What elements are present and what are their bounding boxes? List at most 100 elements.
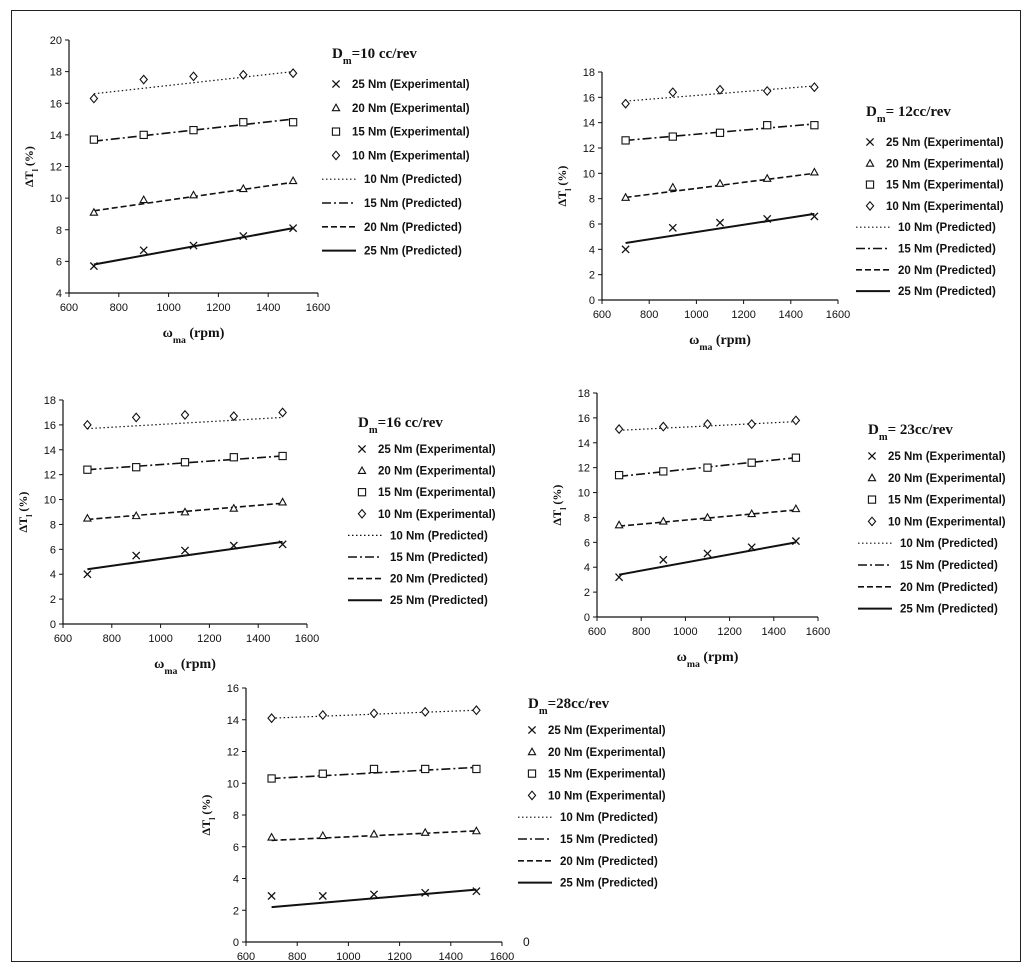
y-axis-label: ΔTl (%) [550, 485, 568, 526]
chart-panel-5: 0 2 4 6 8 10 12 14 16 600 800 1000 1200 1400 1600 ΔTl (… [199, 683, 666, 963]
experimental-point-triangle [267, 832, 277, 841]
legend-marker-x [527, 725, 537, 735]
experimental-point-triangle [809, 167, 819, 176]
experimental-point-x [189, 241, 198, 250]
y-tick-label: 16 [583, 92, 595, 104]
x-tick-label: 1600 [490, 951, 514, 963]
experimental-point-square [703, 463, 712, 472]
y-tick-label: 8 [584, 512, 590, 524]
experimental-point-diamond [278, 407, 287, 418]
experimental-point-diamond [318, 709, 328, 721]
experimental-point-square [659, 467, 668, 476]
experimental-point-x [715, 218, 725, 227]
x-tick-label: 600 [237, 951, 255, 963]
experimental-point-square [369, 764, 379, 774]
x-tick-label: 1600 [806, 626, 830, 638]
y-tick-label: 8 [233, 810, 239, 822]
x-tick-label: 800 [103, 633, 121, 645]
y-tick-label: 14 [227, 715, 239, 727]
x-tick-label: 1000 [148, 633, 172, 645]
y-tick-label: 6 [584, 537, 590, 549]
experimental-point-square [472, 764, 481, 774]
experimental-point-triangle [621, 192, 631, 201]
x-tick-label: 800 [288, 951, 306, 963]
y-tick-label: 14 [578, 438, 590, 450]
legend-label: 20 Nm (Experimental) [378, 466, 496, 478]
experimental-point-square [139, 130, 148, 140]
legend-label: 25 Nm (Experimental) [548, 725, 666, 737]
experimental-point-square [132, 463, 141, 472]
legend-label: 10 Nm (Experimental) [378, 509, 496, 521]
y-tick-label: 10 [578, 488, 590, 500]
x-axis-label: ωma (rpm) [689, 333, 751, 353]
legend-label: 25 Nm (Experimental) [888, 451, 1006, 463]
x-axis-label: ωma (rpm) [163, 326, 225, 346]
x-tick-label: 1400 [256, 302, 280, 314]
experimental-point-square [621, 136, 630, 145]
x-tick-label: 800 [632, 626, 650, 638]
experimental-point-square [614, 470, 624, 480]
experimental-point-diamond [762, 85, 772, 97]
predicted-line-4 [625, 212, 815, 244]
experimental-point-triangle [288, 175, 298, 185]
x-tick-label: 600 [54, 633, 72, 645]
experimental-point-x [621, 245, 630, 254]
y-axis-label: ΔTl (%) [22, 146, 40, 187]
legend: 25 Nm (Experimental) 20 Nm (Experimental)… [348, 444, 496, 607]
predicted-line-3 [87, 502, 283, 521]
x-tick-label: 1400 [762, 626, 786, 638]
experimental-point-x [139, 246, 148, 255]
experimental-point-triangle [715, 178, 725, 187]
legend-marker-square [527, 769, 537, 778]
experimental-point-diamond [180, 409, 190, 420]
experimental-point-square [278, 451, 287, 461]
experimental-point-triangle [471, 826, 481, 835]
y-tick-label: 12 [227, 747, 239, 759]
legend-marker-x [865, 137, 875, 147]
experimental-point-square [668, 132, 677, 141]
experimental-point-triangle [238, 183, 248, 193]
x-tick-label: 1600 [826, 309, 850, 321]
y-tick-label: 4 [589, 244, 595, 256]
experimental-point-triangle [188, 190, 199, 199]
legend-label: 20 Nm (Experimental) [548, 747, 666, 759]
legend-marker-diamond [527, 790, 537, 801]
experimental-point-square [715, 128, 725, 137]
y-tick-label: 16 [44, 420, 56, 432]
y-tick-label: 12 [50, 162, 62, 174]
experimental-point-triangle [318, 830, 328, 840]
experimental-point-square [267, 774, 276, 783]
y-tick-label: 18 [44, 395, 56, 407]
y-axis-label: ΔTl (%) [16, 492, 34, 533]
experimental-point-x [318, 891, 327, 901]
y-tick-label: 8 [589, 194, 595, 206]
experimental-point-triangle [614, 520, 624, 529]
legend-label: 20 Nm (Predicted) [898, 265, 996, 277]
experimental-point-x [810, 212, 819, 221]
legend: 25 Nm (Experimental) 20 Nm (Experimental)… [856, 137, 1004, 298]
experimental-point-triangle [420, 827, 430, 836]
y-tick-label: 10 [50, 193, 62, 205]
legend-marker-diamond [865, 200, 875, 211]
x-tick-label: 800 [640, 309, 658, 321]
legend: 25 Nm (Experimental) 20 Nm (Experimental)… [518, 725, 666, 890]
experimental-point-x [747, 543, 756, 552]
experimental-point-square [318, 769, 327, 778]
legend-label: 10 Nm (Predicted) [364, 174, 462, 186]
experimental-point-x [791, 537, 800, 546]
x-tick-label: 600 [593, 309, 611, 321]
experimental-point-square [239, 118, 248, 127]
x-tick-label: 1000 [673, 626, 697, 638]
experimental-point-diamond [267, 713, 276, 724]
legend-label: 10 Nm (Experimental) [352, 150, 470, 162]
y-tick-label: 4 [56, 288, 62, 300]
y-tick-label: 0 [50, 619, 56, 631]
x-tick-label: 1000 [684, 309, 708, 321]
chart-title: Dm=10 cc/rev [332, 46, 417, 67]
legend-marker-triangle [865, 158, 875, 167]
experimental-point-x [659, 555, 668, 564]
chart-panel-4: 0 2 4 6 8 10 12 14 16 18 600 800 1000 1200 1400 1600 ΔTl… [550, 388, 1006, 670]
experimental-point-triangle [229, 503, 239, 512]
chart-panel-3: 0 2 4 6 8 10 12 14 16 18 600 800 1000 1200 1400 1600 ΔTl… [16, 395, 496, 677]
legend-label: 20 Nm (Experimental) [886, 158, 1004, 170]
